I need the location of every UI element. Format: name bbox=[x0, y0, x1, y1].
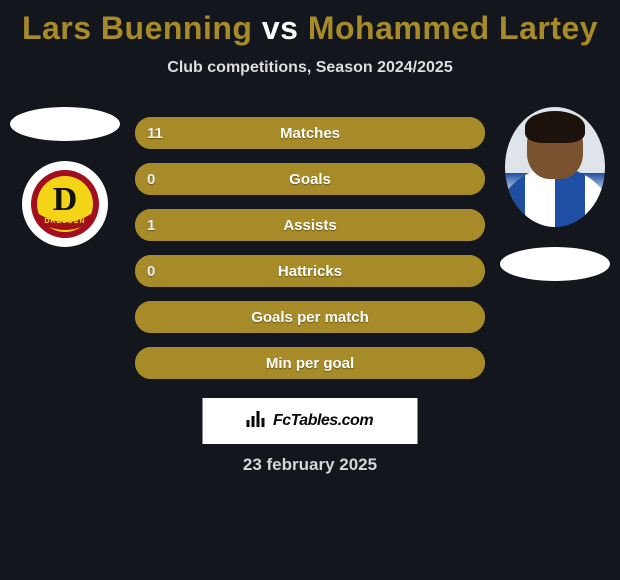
right-club-badge-placeholder bbox=[500, 247, 610, 281]
player2-name: Mohammed Lartey bbox=[308, 10, 598, 46]
stat-bar-row: Matches11 bbox=[135, 117, 485, 149]
stat-bar-row: Goals0 bbox=[135, 163, 485, 195]
stat-bar-row: Goals per match bbox=[135, 301, 485, 333]
stat-bar-label: Assists bbox=[135, 209, 485, 241]
stat-bar-row: Min per goal bbox=[135, 347, 485, 379]
left-club-badge: D DRESDEN bbox=[22, 161, 108, 247]
attribution-badge: FcTables.com bbox=[203, 398, 418, 444]
page-title: Lars Buenning vs Mohammed Lartey bbox=[0, 0, 620, 47]
comparison-content: D DRESDEN Matches11Goals0Assists1Hattric… bbox=[0, 107, 620, 407]
stat-bar-label: Matches bbox=[135, 117, 485, 149]
stat-bar-label: Goals bbox=[135, 163, 485, 195]
svg-text:DRESDEN: DRESDEN bbox=[44, 218, 85, 225]
left-player-column: D DRESDEN bbox=[0, 107, 130, 247]
svg-text:D: D bbox=[53, 181, 78, 218]
subtitle: Club competitions, Season 2024/2025 bbox=[0, 59, 620, 77]
vs-text: vs bbox=[262, 10, 299, 46]
stat-bar-left-value: 0 bbox=[147, 255, 155, 287]
stat-bars: Matches11Goals0Assists1Hattricks0Goals p… bbox=[135, 117, 485, 379]
stat-bar-left-value: 1 bbox=[147, 209, 155, 241]
stat-bar-row: Hattricks0 bbox=[135, 255, 485, 287]
comparison-date: 23 february 2025 bbox=[0, 455, 620, 475]
stat-bar-row: Assists1 bbox=[135, 209, 485, 241]
dresden-badge-icon: D DRESDEN bbox=[29, 168, 101, 240]
stat-bar-label: Goals per match bbox=[135, 301, 485, 333]
right-player-column bbox=[490, 107, 620, 281]
player1-name: Lars Buenning bbox=[22, 10, 253, 46]
attribution-text: FcTables.com bbox=[273, 412, 373, 430]
bars-icon bbox=[247, 411, 267, 432]
stat-bar-left-value: 11 bbox=[147, 117, 163, 149]
stat-bar-left-value: 0 bbox=[147, 163, 155, 195]
left-photo-placeholder bbox=[10, 107, 120, 141]
right-player-photo bbox=[505, 107, 605, 227]
stat-bar-label: Hattricks bbox=[135, 255, 485, 287]
stat-bar-label: Min per goal bbox=[135, 347, 485, 379]
